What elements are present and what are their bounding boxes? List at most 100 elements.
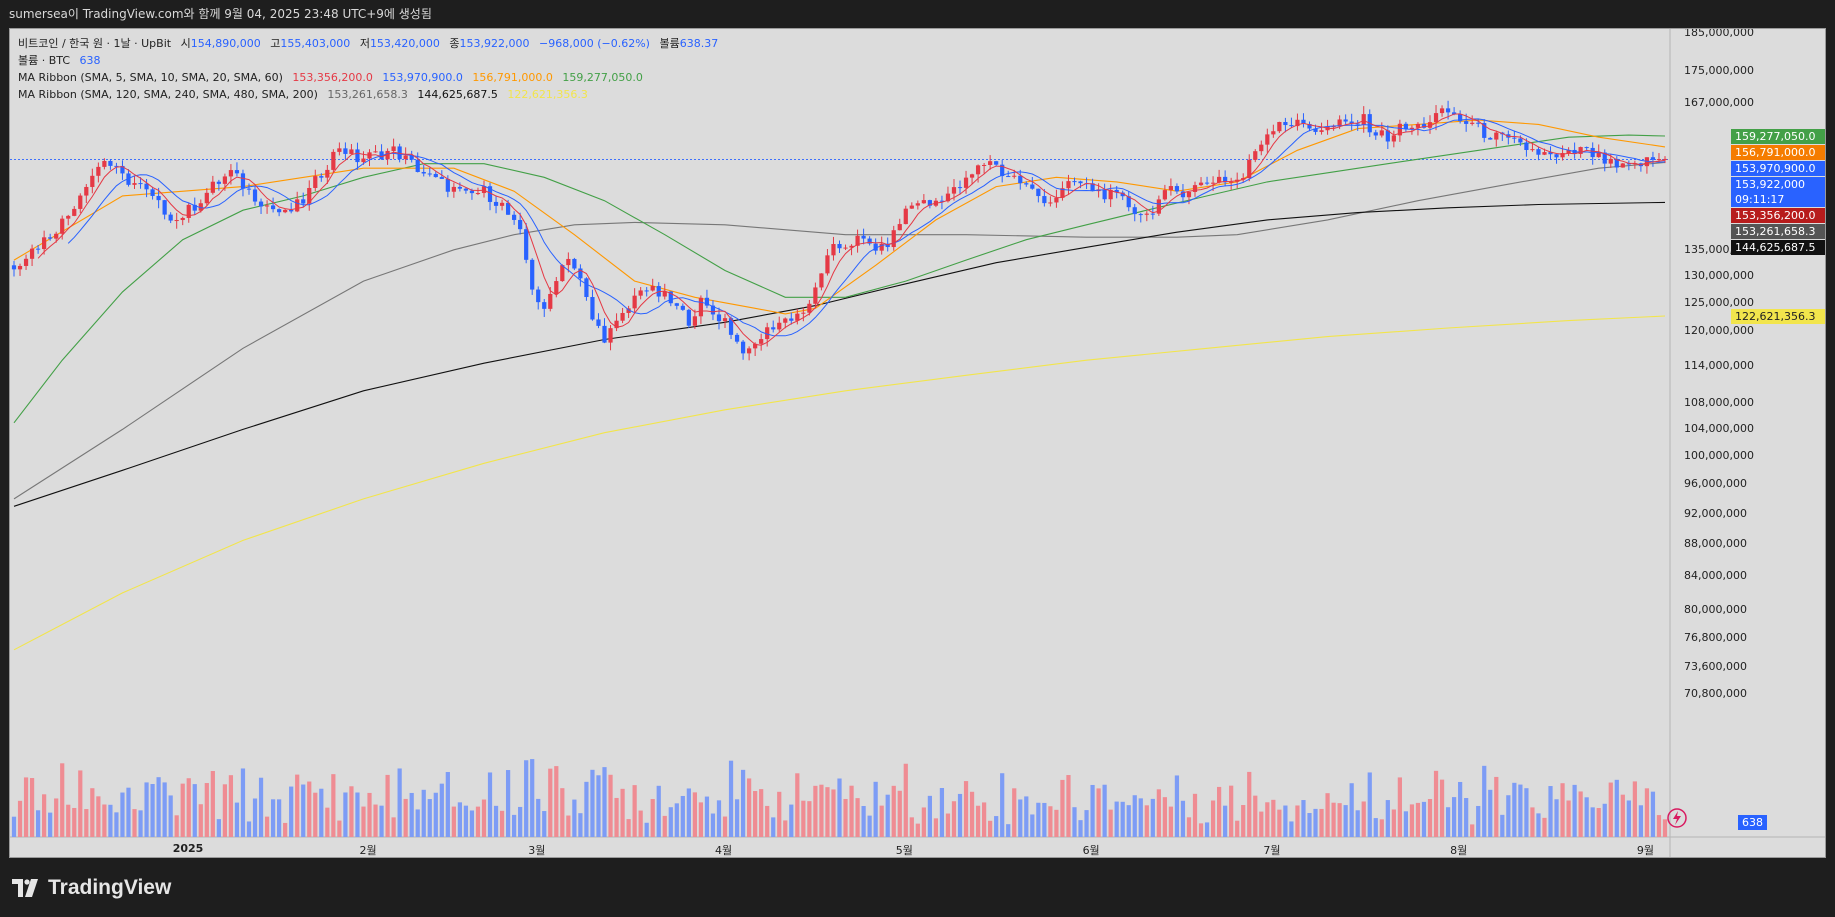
candle-body (753, 343, 758, 349)
ribbon2-ma120: 153,261,658.3 (327, 88, 408, 101)
volume-bar (686, 788, 691, 837)
ribbon1-ma60: 159,277,050.0 (562, 71, 643, 84)
ribbon2-ma240: 144,625,687.5 (417, 88, 498, 101)
candle-body (885, 243, 890, 248)
volume-bar (1415, 802, 1421, 837)
candle-body (210, 181, 215, 193)
low-value: 153,420,000 (369, 37, 440, 50)
candle-body (120, 165, 125, 174)
volume-bar (620, 788, 625, 837)
volume-bar (415, 809, 420, 837)
candle-body (1409, 127, 1415, 130)
candle-body (1307, 123, 1312, 129)
price-tag: 156,791,000.0 (1731, 145, 1825, 161)
candle-body (1343, 119, 1348, 122)
volume-bar (789, 804, 794, 837)
legend-ribbon1-row: MA Ribbon (SMA, 5, SMA, 10, SMA, 20, SMA… (18, 69, 718, 86)
candle-body (1277, 122, 1282, 132)
candle-body (415, 159, 420, 172)
volume-bar (1421, 801, 1427, 837)
candle-body (337, 148, 342, 152)
volume-bar (963, 781, 969, 837)
ribbon1-ma10: 153,970,900.0 (382, 71, 463, 84)
volume-bar (1596, 808, 1601, 837)
price-tick-label: 167,000,000 (1684, 96, 1754, 110)
candle-body (704, 297, 710, 306)
candle-body (11, 265, 17, 270)
candle-body (60, 218, 65, 234)
chart-svg[interactable] (10, 29, 1826, 858)
volume-bar (855, 798, 860, 837)
volume-bar (668, 807, 673, 837)
volume-bar (319, 788, 324, 837)
candle-body (156, 195, 161, 201)
candle-body (29, 248, 35, 259)
volume-bar (337, 820, 342, 837)
candle-body (1283, 122, 1288, 126)
candle-body (1494, 132, 1499, 140)
volume-bar (1138, 798, 1143, 837)
candle-body (1421, 123, 1427, 128)
symbol-label[interactable]: 비트코인 / 한국 원 · 1날 · UpBit (18, 37, 172, 50)
volume-btc-label[interactable]: 볼륨 · BTC (18, 54, 71, 67)
candle-body (644, 290, 649, 292)
volume-bar (1608, 782, 1613, 837)
volume-bar (837, 778, 842, 837)
volume-bar (295, 774, 300, 837)
volume-bar (385, 774, 390, 837)
chart-area[interactable]: 비트코인 / 한국 원 · 1날 · UpBit 시154,890,000 고1… (9, 28, 1826, 858)
candle-body (481, 186, 487, 194)
volume-bar (590, 769, 595, 837)
candle-body (1482, 123, 1487, 138)
candle-body (1427, 122, 1433, 128)
volume-bar (1650, 791, 1656, 837)
volume-bar (692, 792, 697, 837)
volume-bar (463, 805, 469, 837)
volume-bar (17, 800, 23, 837)
candle-body (831, 244, 836, 256)
candle-body (17, 265, 23, 270)
volume-bar (572, 799, 577, 837)
volume-bar (783, 820, 788, 837)
volume-bar (1518, 784, 1523, 837)
candle-body (548, 293, 553, 309)
ribbon1-label[interactable]: MA Ribbon (SMA, 5, SMA, 10, SMA, 20, SMA… (18, 71, 283, 84)
legend-ribbon2-row: MA Ribbon (SMA, 120, SMA, 240, SMA, 480,… (18, 86, 718, 103)
candle-body (258, 201, 264, 207)
time-tick-label: 2025 (172, 842, 204, 855)
volume-bar (289, 786, 294, 837)
high-label: 고 (270, 37, 281, 50)
volume-bar (35, 810, 41, 837)
lightning-icon[interactable] (1666, 807, 1688, 829)
volume-bar (228, 775, 234, 837)
candle-body (728, 318, 734, 335)
price-tick-label: 185,000,000 (1684, 28, 1754, 39)
candle-body (90, 175, 95, 187)
candle-body (42, 237, 47, 250)
tradingview-logo[interactable]: TradingView (12, 876, 171, 900)
candle-body (1620, 163, 1625, 168)
volume-bar (536, 798, 541, 837)
volume-bar (1536, 813, 1541, 837)
volume-bar (1096, 788, 1101, 837)
volume-bar (1379, 819, 1384, 837)
candle-body (1295, 119, 1300, 127)
candle-body (403, 155, 408, 160)
volume-btc-value: 638 (79, 54, 101, 67)
candle-body (1349, 121, 1354, 124)
candle-body (951, 187, 957, 194)
volume-bar (307, 781, 312, 837)
change-value: −968,000 (−0.62%) (539, 37, 650, 50)
volume-bar (1186, 817, 1192, 837)
volume-bar (1325, 793, 1330, 837)
volume-bar (264, 816, 270, 837)
candle-body (518, 219, 523, 230)
volume-bar (1054, 809, 1059, 837)
volume-bar (728, 760, 734, 837)
volume-bar (831, 789, 836, 837)
candle-body (988, 161, 993, 165)
ribbon2-label[interactable]: MA Ribbon (SMA, 120, SMA, 240, SMA, 480,… (18, 88, 318, 101)
ma120-line (13, 161, 1666, 500)
candle-body (939, 200, 945, 202)
price-tick-label: 175,000,000 (1684, 64, 1754, 78)
